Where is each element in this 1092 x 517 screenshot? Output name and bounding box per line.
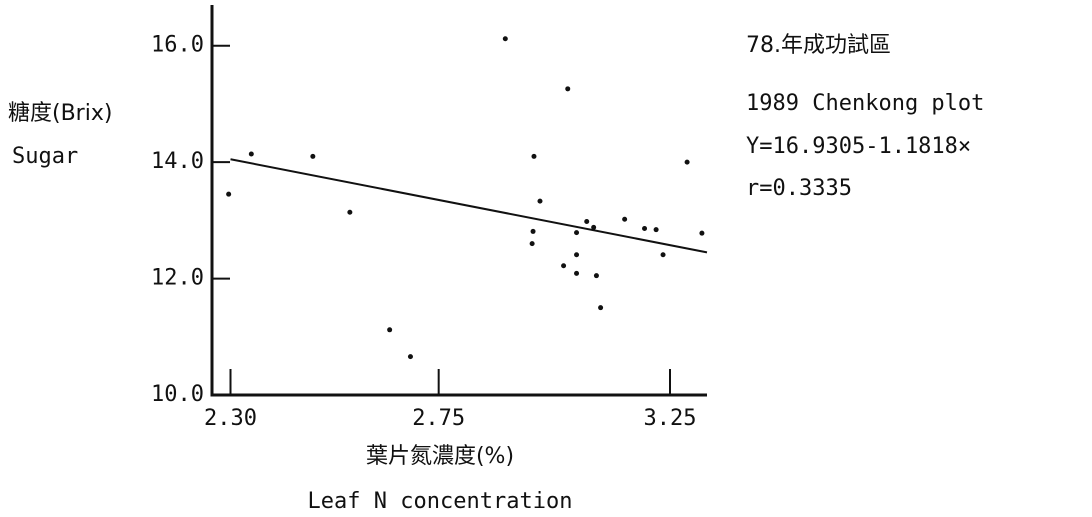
point [347, 209, 353, 215]
point [593, 273, 599, 279]
point [531, 153, 537, 159]
y-axis-label: 糖度(Brix) [8, 101, 112, 126]
x-axis-label: Leaf N concentration [308, 489, 573, 514]
point [574, 252, 580, 258]
point [591, 224, 597, 230]
y-tick-label: 14.0 [151, 149, 204, 174]
y-tick-label: 10.0 [151, 382, 204, 407]
axes [210, 5, 707, 397]
point [226, 191, 232, 197]
correlation: r=0.3335 [746, 176, 852, 201]
y-axis-label: Sugar [12, 144, 78, 169]
point [598, 305, 604, 311]
x-axis-label: 葉片氮濃度(%) [366, 444, 514, 469]
point [248, 151, 254, 157]
point [565, 86, 571, 92]
point [684, 159, 690, 165]
point [642, 226, 648, 232]
point [537, 198, 543, 204]
x-tick-label: 3.25 [643, 406, 696, 431]
point [574, 270, 580, 276]
point [502, 36, 508, 42]
subtitle: 1989 Chenkong plot [746, 91, 984, 116]
y-tick-label: 12.0 [151, 266, 204, 291]
point [574, 230, 580, 236]
point [584, 219, 590, 225]
point [561, 263, 567, 269]
point [387, 327, 393, 333]
equation: Y=16.9305-1.1818× [746, 134, 971, 159]
point [529, 241, 535, 247]
trend-line [230, 158, 708, 254]
point [699, 230, 705, 236]
point [530, 228, 536, 234]
x-tick-label: 2.75 [412, 406, 465, 431]
point [310, 153, 316, 159]
point [653, 227, 659, 233]
y-tick-label: 16.0 [151, 33, 204, 58]
point [622, 216, 628, 222]
x-tick-label: 2.30 [204, 406, 257, 431]
point [660, 252, 666, 258]
point [407, 354, 413, 360]
chart-title: 78.年成功試區 [746, 33, 891, 58]
